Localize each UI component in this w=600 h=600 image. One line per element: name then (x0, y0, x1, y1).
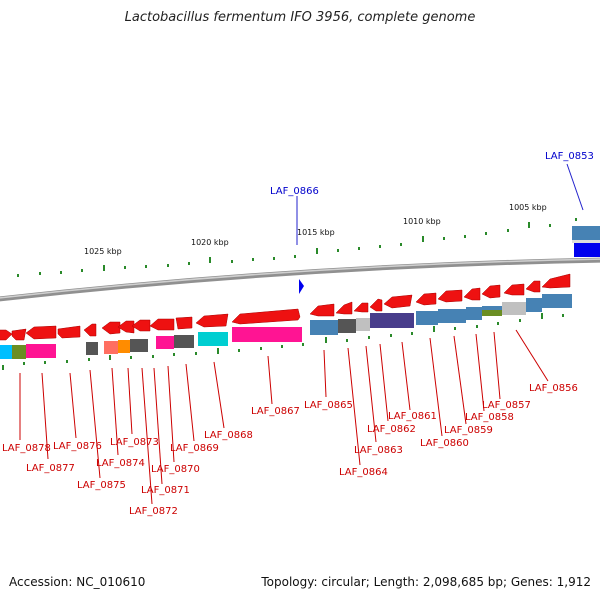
gene-laf-0853-feature[interactable] (574, 243, 600, 257)
gene-label-laf-0864[interactable]: LAF_0864 (339, 467, 388, 478)
scale-label-1020: 1020 kbp (191, 238, 229, 247)
topology-text: Topology: circular; Length: 2,098,685 bp… (261, 575, 591, 589)
scale-label-1015: 1015 kbp (297, 228, 335, 237)
gene-laf-0866-marker[interactable] (299, 279, 304, 294)
gene-label-laf-0857[interactable]: LAF_0857 (482, 400, 531, 411)
gene-label-laf-0869[interactable]: LAF_0869 (170, 443, 219, 454)
feature-blocks-left[interactable] (0, 327, 302, 359)
gene-label-laf-0853[interactable]: LAF_0853 (545, 151, 594, 162)
genome-backbone (0, 257, 600, 302)
feature-blocks-right[interactable] (310, 294, 572, 335)
gene-label-laf-0862[interactable]: LAF_0862 (367, 424, 416, 435)
gene-label-laf-0868[interactable]: LAF_0868 (204, 430, 253, 441)
gene-laf-0853-strand[interactable] (572, 226, 600, 240)
gene-label-laf-0860[interactable]: LAF_0860 (420, 438, 469, 449)
gene-label-laf-0871[interactable]: LAF_0871 (141, 485, 190, 496)
gene-label-laf-0877[interactable]: LAF_0877 (26, 463, 75, 474)
gene-label-laf-0872[interactable]: LAF_0872 (129, 506, 178, 517)
gene-label-laf-0867[interactable]: LAF_0867 (251, 406, 300, 417)
gene-label-laf-0863[interactable]: LAF_0863 (354, 445, 403, 456)
scale-label-1005: 1005 kbp (509, 203, 547, 212)
gene-label-laf-0856[interactable]: LAF_0856 (529, 383, 578, 394)
gene-label-laf-0865[interactable]: LAF_0865 (304, 400, 353, 411)
scale-label-1010: 1010 kbp (403, 217, 441, 226)
scale-ticks-upper (17, 218, 577, 277)
gene-label-laf-0861[interactable]: LAF_0861 (388, 411, 437, 422)
genome-backbone-highlight (0, 258, 600, 299)
gene-label-laf-0870[interactable]: LAF_0870 (151, 464, 200, 475)
gene-label-laf-0859[interactable]: LAF_0859 (444, 425, 493, 436)
gene-label-laf-0878[interactable]: LAF_0878 (2, 443, 51, 454)
leader-lines (19, 329, 549, 505)
forward-genes[interactable] (0, 273, 571, 341)
gene-label-laf-0875[interactable]: LAF_0875 (77, 480, 126, 491)
map-title: Lactobacillus fermentum IFO 3956, comple… (124, 10, 476, 25)
gene-label-laf-0876[interactable]: LAF_0876 (53, 441, 102, 452)
gene-label-laf-0874[interactable]: LAF_0874 (96, 458, 145, 469)
scale-ticks-lower (2, 313, 564, 370)
gene-label-laf-0873[interactable]: LAF_0873 (110, 437, 159, 448)
accession-text: Accession: NC_010610 (9, 575, 146, 589)
gene-label-laf-0866[interactable]: LAF_0866 (270, 186, 319, 197)
scale-label-1025: 1025 kbp (84, 247, 122, 256)
gene-label-laf-0858[interactable]: LAF_0858 (465, 412, 514, 423)
